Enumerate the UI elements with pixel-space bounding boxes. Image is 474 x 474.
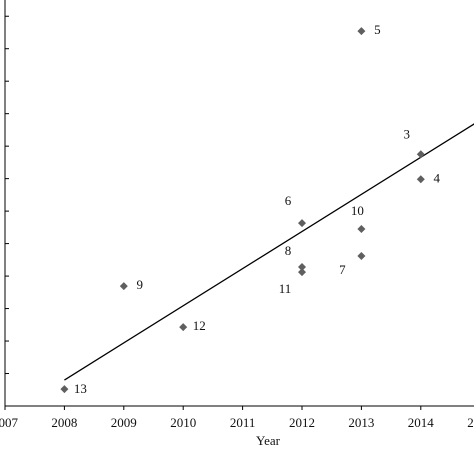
x-tick-label: 2009 [111, 415, 137, 430]
trend-line [64, 123, 474, 381]
point-label: 3 [404, 126, 411, 141]
point-label: 8 [285, 243, 292, 258]
x-tick-label: 2012 [289, 415, 315, 430]
x-tick-label: 2015 [467, 415, 474, 430]
x-tick-label: 2008 [51, 415, 77, 430]
point [416, 175, 425, 184]
x-tick-label: 2011 [230, 415, 256, 430]
point [298, 268, 306, 277]
x-tick-label: 2007 [0, 415, 19, 430]
point [179, 323, 188, 332]
point [357, 224, 366, 233]
point [298, 262, 306, 271]
point-label: 5 [374, 22, 381, 37]
point-label: 9 [137, 277, 144, 292]
point-label: 11 [279, 281, 292, 296]
point [298, 219, 306, 228]
point [357, 251, 366, 260]
x-tick-label: 2014 [408, 415, 435, 430]
point [60, 385, 69, 394]
point [357, 27, 366, 36]
x-tick-label: 2010 [170, 415, 196, 430]
point-label: 12 [193, 318, 206, 333]
point-label: 10 [351, 203, 364, 218]
x-axis-label: Year [256, 433, 281, 448]
point [119, 282, 128, 291]
x-tick-label: 2013 [348, 415, 374, 430]
point-label: 6 [285, 193, 292, 208]
point-label: 4 [434, 170, 441, 185]
point-label: 7 [339, 262, 346, 277]
point [416, 150, 425, 159]
point-label: 13 [74, 381, 87, 396]
